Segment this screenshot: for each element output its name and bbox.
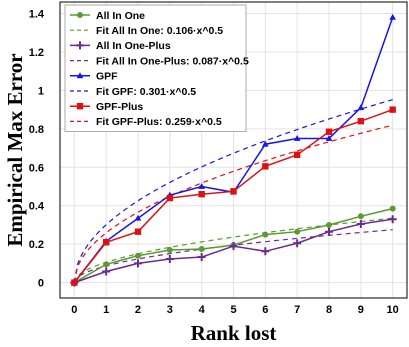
data-point bbox=[133, 259, 142, 268]
x-tick-label: 0 bbox=[71, 304, 77, 316]
legend-label: Fit GPF-Plus: 0.259·x^0.5 bbox=[96, 116, 222, 128]
x-tick-label: 4 bbox=[199, 304, 206, 316]
data-point bbox=[294, 228, 301, 235]
legend-label: Fit All In One-Plus: 0.087·x^0.5 bbox=[96, 55, 249, 67]
legend-item: GPF-Plus bbox=[70, 101, 143, 113]
data-point bbox=[389, 205, 396, 212]
data-point bbox=[198, 183, 205, 189]
data-point bbox=[325, 134, 333, 141]
legend-label: GPF-Plus bbox=[96, 101, 143, 113]
x-tick-label: 10 bbox=[387, 304, 399, 316]
data-point bbox=[261, 247, 270, 256]
legend-item: All In One bbox=[70, 10, 145, 22]
fit-line bbox=[73, 99, 393, 283]
legend-label: Fit All In One: 0.106·x^0.5 bbox=[96, 25, 223, 37]
x-tick-label: 5 bbox=[230, 304, 236, 316]
data-point bbox=[229, 242, 238, 251]
data-point bbox=[165, 254, 174, 263]
legend-label: All In One-Plus bbox=[96, 40, 171, 52]
data-point bbox=[262, 163, 269, 170]
y-tick-label: 0.2 bbox=[29, 239, 44, 251]
y-tick-label: 1.2 bbox=[29, 47, 44, 59]
data-point bbox=[293, 134, 301, 141]
x-tick-label: 6 bbox=[262, 304, 268, 316]
legend: All In One Fit All In One: 0.106·x^0.5 All… bbox=[64, 4, 249, 132]
legend-box bbox=[64, 4, 247, 132]
legend-label: Fit GPF: 0.301·x^0.5 bbox=[96, 86, 196, 98]
y-tick-label: 0.4 bbox=[29, 201, 45, 213]
series-group bbox=[70, 13, 397, 287]
data-point bbox=[326, 221, 333, 228]
legend-marker bbox=[76, 103, 84, 110]
data-point bbox=[198, 245, 205, 252]
y-axis-label: Empirical Max Error bbox=[3, 53, 27, 246]
data-point bbox=[388, 215, 397, 224]
data-point bbox=[262, 231, 269, 238]
data-point bbox=[71, 279, 78, 286]
data-point bbox=[293, 239, 302, 248]
x-axis-label: Rank lost bbox=[191, 321, 277, 345]
y-tick-label: 1 bbox=[38, 85, 44, 97]
legend-marker bbox=[76, 72, 84, 79]
data-point bbox=[103, 261, 110, 268]
data-point bbox=[134, 228, 142, 235]
legend-item: GPF bbox=[70, 71, 118, 83]
y-tick-label: 0.8 bbox=[29, 124, 44, 136]
legend-item: Fit All In One-Plus: 0.087·x^0.5 bbox=[70, 55, 249, 67]
legend-marker bbox=[77, 12, 83, 18]
y-tick-label: 1.4 bbox=[29, 9, 45, 21]
y-axis-ticks: 0 0.2 0.4 0.6 0.8 1 1.2 1.4 bbox=[29, 9, 45, 290]
data-point bbox=[356, 220, 365, 228]
data-point bbox=[357, 117, 365, 125]
y-tick-label: 0.6 bbox=[29, 162, 44, 174]
data-point bbox=[198, 191, 205, 198]
y-tick-label: 0 bbox=[38, 278, 44, 290]
data-point bbox=[357, 104, 365, 111]
x-tick-label: 9 bbox=[358, 304, 364, 316]
legend-item: Fit GPF: 0.301·x^0.5 bbox=[70, 86, 196, 98]
data-point bbox=[389, 13, 396, 20]
data-point bbox=[357, 213, 364, 220]
data-point bbox=[325, 227, 334, 236]
legend-marker bbox=[76, 41, 84, 50]
legend-label: GPF bbox=[96, 71, 118, 83]
data-point bbox=[134, 252, 141, 259]
x-tick-label: 8 bbox=[326, 304, 332, 316]
data-point bbox=[102, 267, 111, 276]
x-tick-label: 3 bbox=[167, 304, 173, 316]
data-point bbox=[166, 194, 174, 202]
data-point bbox=[102, 239, 110, 246]
data-point bbox=[262, 140, 269, 147]
plot-frame bbox=[59, 1, 408, 299]
data-point bbox=[293, 151, 301, 159]
legend-item: Fit GPF-Plus: 0.259·x^0.5 bbox=[70, 116, 222, 128]
x-tick-label: 7 bbox=[294, 304, 300, 316]
x-tick-label: 1 bbox=[103, 304, 109, 316]
legend-item: All In One-Plus bbox=[70, 40, 171, 52]
data-point bbox=[325, 128, 333, 135]
data-point bbox=[230, 188, 237, 195]
data-point bbox=[389, 106, 396, 113]
x-axis-ticks: 0 1 2 3 4 5 6 7 8 9 10 bbox=[71, 304, 399, 316]
legend-label: All In One bbox=[96, 10, 145, 22]
legend-item: Fit All In One: 0.106·x^0.5 bbox=[70, 25, 223, 37]
data-series bbox=[71, 106, 396, 286]
data-point bbox=[134, 214, 142, 221]
data-point bbox=[166, 246, 173, 253]
x-tick-label: 2 bbox=[135, 304, 141, 316]
data-point bbox=[197, 253, 206, 262]
